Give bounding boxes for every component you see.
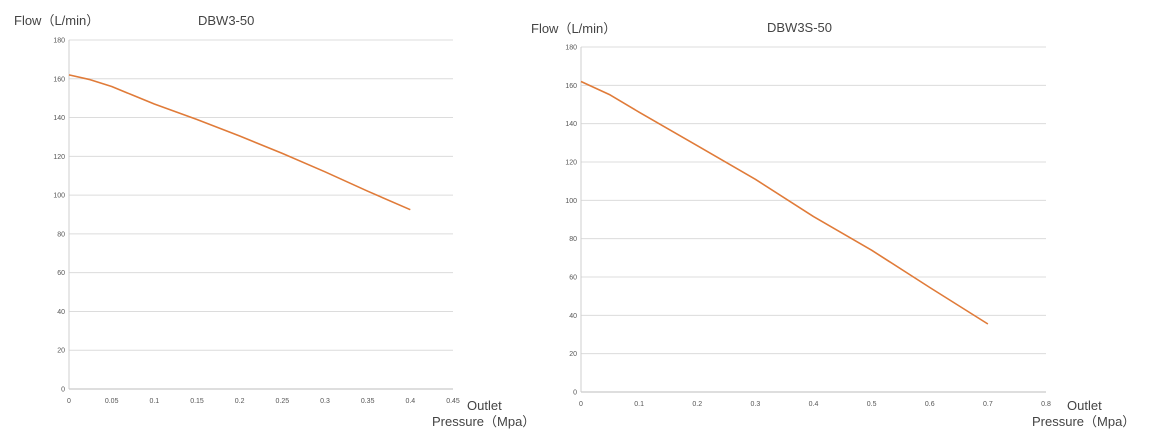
y-tick-label: 20 [569,351,577,358]
y-tick-label: 120 [53,154,65,161]
x-tick-label: 0.7 [983,401,993,408]
chart-dbw3s-50: 0 20 40 60 80 100 120 140 160 180 0 0.1 0.2 0.3 0.4 0.… [531,20,1135,429]
chart-dbw3-50: 0 20 40 60 80 100 120 140 160 180 0 0.05 0.1 0.15 0.2… [14,13,535,429]
x-tick-label: 0.15 [190,398,204,405]
x-tick-label: 0.25 [276,398,290,405]
y-tick-label: 60 [569,275,577,282]
flow-curve-line [68,74,411,211]
x-axis-title-line2: Pressure（Mpa） [1032,414,1135,429]
flow-curve-line [580,80,989,325]
chart-title: DBW3S-50 [767,20,832,35]
y-axis-title: Flow（L/min） [531,21,616,36]
x-tick-labels: 0 0.05 0.1 0.15 0.2 0.25 0.3 0.35 0.4 0.45 [67,398,460,405]
x-tick-label: 0.4 [809,401,819,408]
y-tick-labels: 0 20 40 60 80 100 120 140 160 180 [53,38,65,394]
x-tick-label: 0.2 [235,398,245,405]
y-tick-label: 0 [573,390,577,397]
y-tick-label: 100 [53,193,65,200]
y-tick-label: 80 [57,231,65,238]
y-tick-label: 40 [57,309,65,316]
y-tick-label: 40 [569,313,577,320]
x-tick-label: 0.1 [634,401,644,408]
y-tick-labels: 0 20 40 60 80 100 120 140 160 180 [565,45,577,397]
chart-grid [68,39,453,390]
x-tick-label: 0.5 [867,401,877,408]
y-axis-title: Flow（L/min） [14,13,99,28]
y-tick-label: 160 [565,83,577,90]
x-axis-title-line1: Outlet [467,398,502,413]
chart-grid [580,46,1046,393]
x-tick-label: 0.05 [105,398,119,405]
x-tick-labels: 0 0.1 0.2 0.3 0.4 0.5 0.6 0.7 0.8 [579,401,1051,408]
x-tick-label: 0 [579,401,583,408]
y-tick-label: 60 [57,270,65,277]
x-tick-label: 0.4 [405,398,415,405]
y-tick-label: 180 [53,38,65,45]
x-tick-label: 0.1 [149,398,159,405]
x-axis-title-line2: Pressure（Mpa） [432,414,535,429]
x-tick-label: 0.8 [1041,401,1051,408]
x-axis-title-line1: Outlet [1067,398,1102,413]
y-tick-label: 100 [565,198,577,205]
x-tick-label: 0 [67,398,71,405]
y-tick-label: 140 [53,115,65,122]
chart-title: DBW3-50 [198,13,254,28]
y-tick-label: 80 [569,236,577,243]
y-tick-label: 20 [57,348,65,355]
x-tick-label: 0.35 [361,398,375,405]
x-tick-label: 0.6 [925,401,935,408]
y-tick-label: 140 [565,121,577,128]
y-tick-label: 0 [61,387,65,394]
x-tick-label: 0.2 [692,401,702,408]
x-tick-label: 0.45 [446,398,460,405]
y-tick-label: 160 [53,76,65,83]
x-tick-label: 0.3 [751,401,761,408]
y-tick-label: 120 [565,160,577,167]
x-tick-label: 0.3 [320,398,330,405]
y-tick-label: 180 [565,45,577,52]
